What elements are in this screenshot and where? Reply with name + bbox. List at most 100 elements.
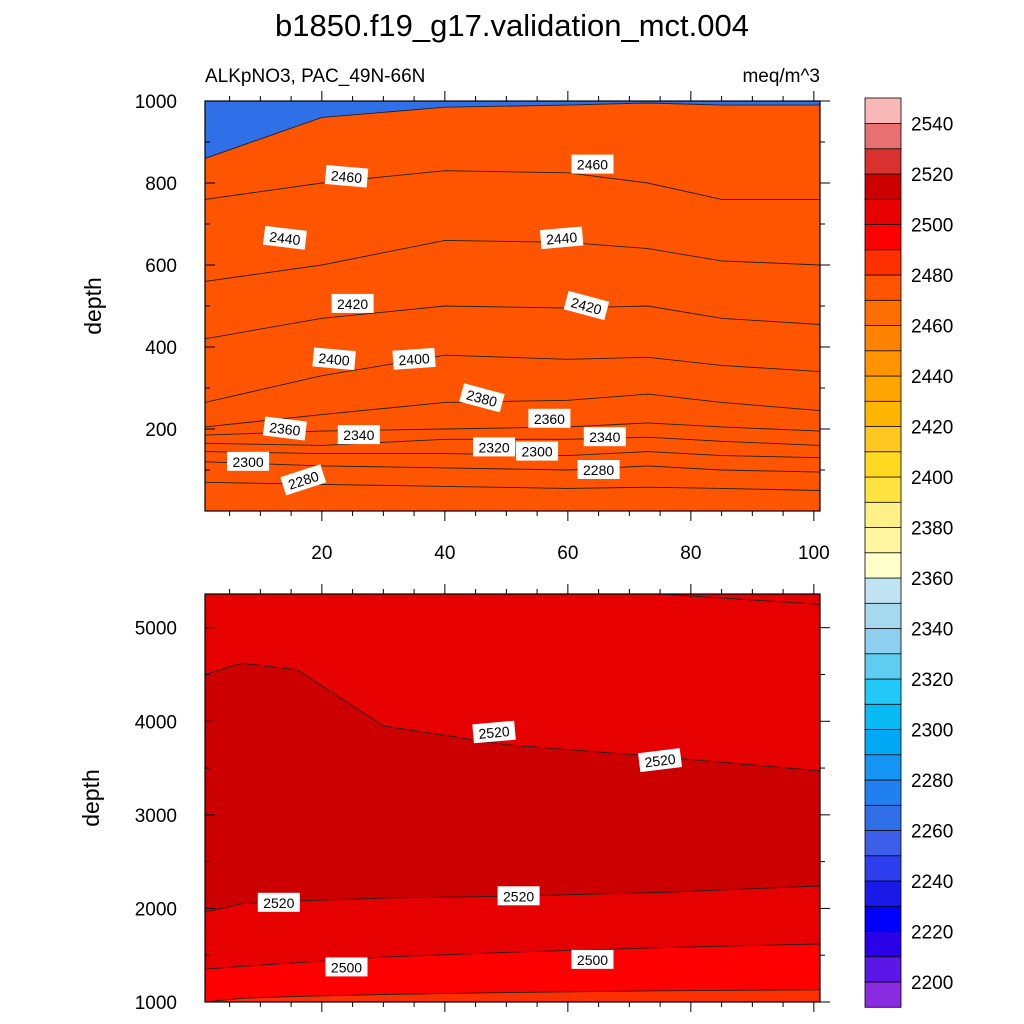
lower-plot-frame bbox=[204, 593, 821, 1003]
contour-label: 2520 bbox=[497, 886, 540, 906]
contour-label: 2500 bbox=[325, 957, 368, 977]
figure-title: b1850.f19_g17.validation_mct.004 bbox=[275, 8, 749, 43]
contour-label-text: 2520 bbox=[263, 895, 294, 911]
contour-label-box bbox=[262, 416, 307, 441]
contour-label-text: 2460 bbox=[330, 167, 363, 186]
colorbar-swatch bbox=[864, 425, 902, 453]
contour-label: 2400 bbox=[392, 347, 436, 370]
colorbar-tick-label: 2200 bbox=[911, 973, 953, 994]
colorbar-swatch bbox=[864, 198, 902, 225]
contour-label: 2360 bbox=[528, 408, 571, 428]
y-tick-label: 3000 bbox=[135, 806, 177, 827]
contour-line bbox=[205, 989, 820, 1002]
colorbar-swatch bbox=[864, 627, 902, 655]
upper-subtitle-right: meq/m^3 bbox=[742, 66, 820, 87]
contour-line bbox=[205, 102, 820, 159]
contour-label-box bbox=[392, 347, 436, 370]
x-tick-label: 80 bbox=[680, 543, 701, 564]
colorbar-tick-label: 2400 bbox=[911, 468, 953, 489]
colorbar-tick-label: 2300 bbox=[911, 720, 953, 741]
colorbar-swatch bbox=[864, 754, 902, 781]
colorbar-swatch bbox=[864, 577, 902, 604]
contour-line bbox=[205, 393, 820, 428]
contour-label-text: 2340 bbox=[589, 429, 620, 445]
colorbar-swatch bbox=[864, 779, 902, 806]
contour-label: 2360 bbox=[262, 416, 307, 441]
contour-label: 2440 bbox=[262, 225, 307, 250]
contour-label-box bbox=[280, 464, 327, 496]
contour-label-box bbox=[337, 425, 380, 445]
lower-contour-fills bbox=[205, 594, 820, 1002]
colorbar-swatch bbox=[864, 350, 902, 377]
contour-label-box bbox=[324, 165, 369, 188]
colorbar-tick-label: 2340 bbox=[911, 619, 953, 640]
colorbar-swatch bbox=[864, 324, 902, 352]
contour-label-text: 2460 bbox=[577, 157, 608, 173]
colorbar-swatch bbox=[864, 602, 902, 629]
contour-label-box bbox=[331, 293, 374, 313]
contour-label: 2500 bbox=[571, 949, 614, 969]
contour-line bbox=[205, 436, 820, 446]
colorbar-swatch bbox=[864, 299, 902, 326]
contour-label: 2400 bbox=[312, 347, 356, 371]
colorbar-tick-label: 2540 bbox=[911, 114, 953, 135]
colorbar-tick-label: 2240 bbox=[911, 872, 953, 893]
contour-line bbox=[205, 461, 820, 473]
contour-label-text: 2360 bbox=[534, 411, 565, 427]
contour-label-text: 2380 bbox=[465, 387, 499, 411]
colorbar-swatch bbox=[864, 173, 902, 200]
contour-label-box bbox=[325, 957, 368, 977]
lower-panel: 2500 2500 2520 2520 2520 2520 1000 2000 3000 400… bbox=[78, 584, 830, 1014]
y-tick-label: 1000 bbox=[135, 993, 177, 1014]
contour-label: 2460 bbox=[324, 165, 369, 188]
contour-label-text: 2520 bbox=[478, 723, 511, 742]
contour-label: 2420 bbox=[563, 290, 610, 321]
x-tick-label: 20 bbox=[311, 543, 332, 564]
contour-line bbox=[205, 451, 820, 459]
contour-label-box bbox=[257, 892, 300, 912]
upper-y-axis-label: depth bbox=[80, 277, 106, 335]
contour-label-text: 2360 bbox=[268, 419, 301, 439]
contour-label-box bbox=[473, 437, 516, 457]
colorbar-swatch bbox=[864, 703, 902, 730]
contour-label: 2520 bbox=[638, 748, 683, 773]
contour-label-text: 2520 bbox=[503, 888, 534, 904]
colorbar-tick-label: 2280 bbox=[911, 771, 953, 792]
contour-line bbox=[205, 354, 820, 403]
colorbar-swatch bbox=[864, 905, 902, 932]
colorbar-swatch bbox=[864, 855, 902, 882]
lower-axis-ticks: 1000 2000 3000 4000 5000 bbox=[135, 584, 830, 1014]
contour-label-box bbox=[571, 154, 614, 174]
colorbar-swatch bbox=[864, 956, 902, 983]
colorbar-tick-label: 2220 bbox=[911, 922, 953, 943]
y-tick-label: 4000 bbox=[135, 712, 177, 733]
colorbar-tick-label: 2380 bbox=[911, 518, 953, 539]
contour-label-box bbox=[577, 460, 620, 479]
colorbar-tick-label: 2520 bbox=[911, 165, 953, 186]
contour-label: 2280 bbox=[577, 460, 620, 479]
contour-label-text: 2320 bbox=[479, 439, 510, 455]
y-tick-label: 200 bbox=[145, 420, 177, 441]
colorbar-swatch bbox=[864, 880, 902, 907]
y-tick-label: 1000 bbox=[135, 92, 177, 113]
y-tick-label: 600 bbox=[145, 256, 177, 277]
contour-label: 2300 bbox=[516, 441, 559, 461]
contour-label-text: 2520 bbox=[644, 751, 677, 771]
colorbar-tick-label: 2360 bbox=[911, 569, 953, 590]
contour-label-box bbox=[528, 408, 571, 428]
contour-label-box bbox=[459, 383, 505, 413]
contour-line bbox=[205, 170, 820, 200]
colorbar-swatch bbox=[864, 653, 902, 680]
upper-axis-ticks: 200 400 600 800 1000 20 40 60 80 100 bbox=[135, 91, 830, 564]
contour-label-box bbox=[571, 949, 614, 969]
colorbar-swatch bbox=[864, 930, 902, 958]
contour-label-text: 2420 bbox=[337, 296, 368, 312]
contour-label-text: 2420 bbox=[569, 294, 603, 318]
upper-subtitle-left: ALKpNO3, PAC_49N-66N bbox=[205, 66, 425, 87]
contour-label: 2320 bbox=[473, 437, 516, 457]
colorbar-swatch bbox=[864, 223, 902, 251]
colorbar-swatch bbox=[864, 148, 902, 175]
colorbar-swatch bbox=[864, 249, 902, 276]
